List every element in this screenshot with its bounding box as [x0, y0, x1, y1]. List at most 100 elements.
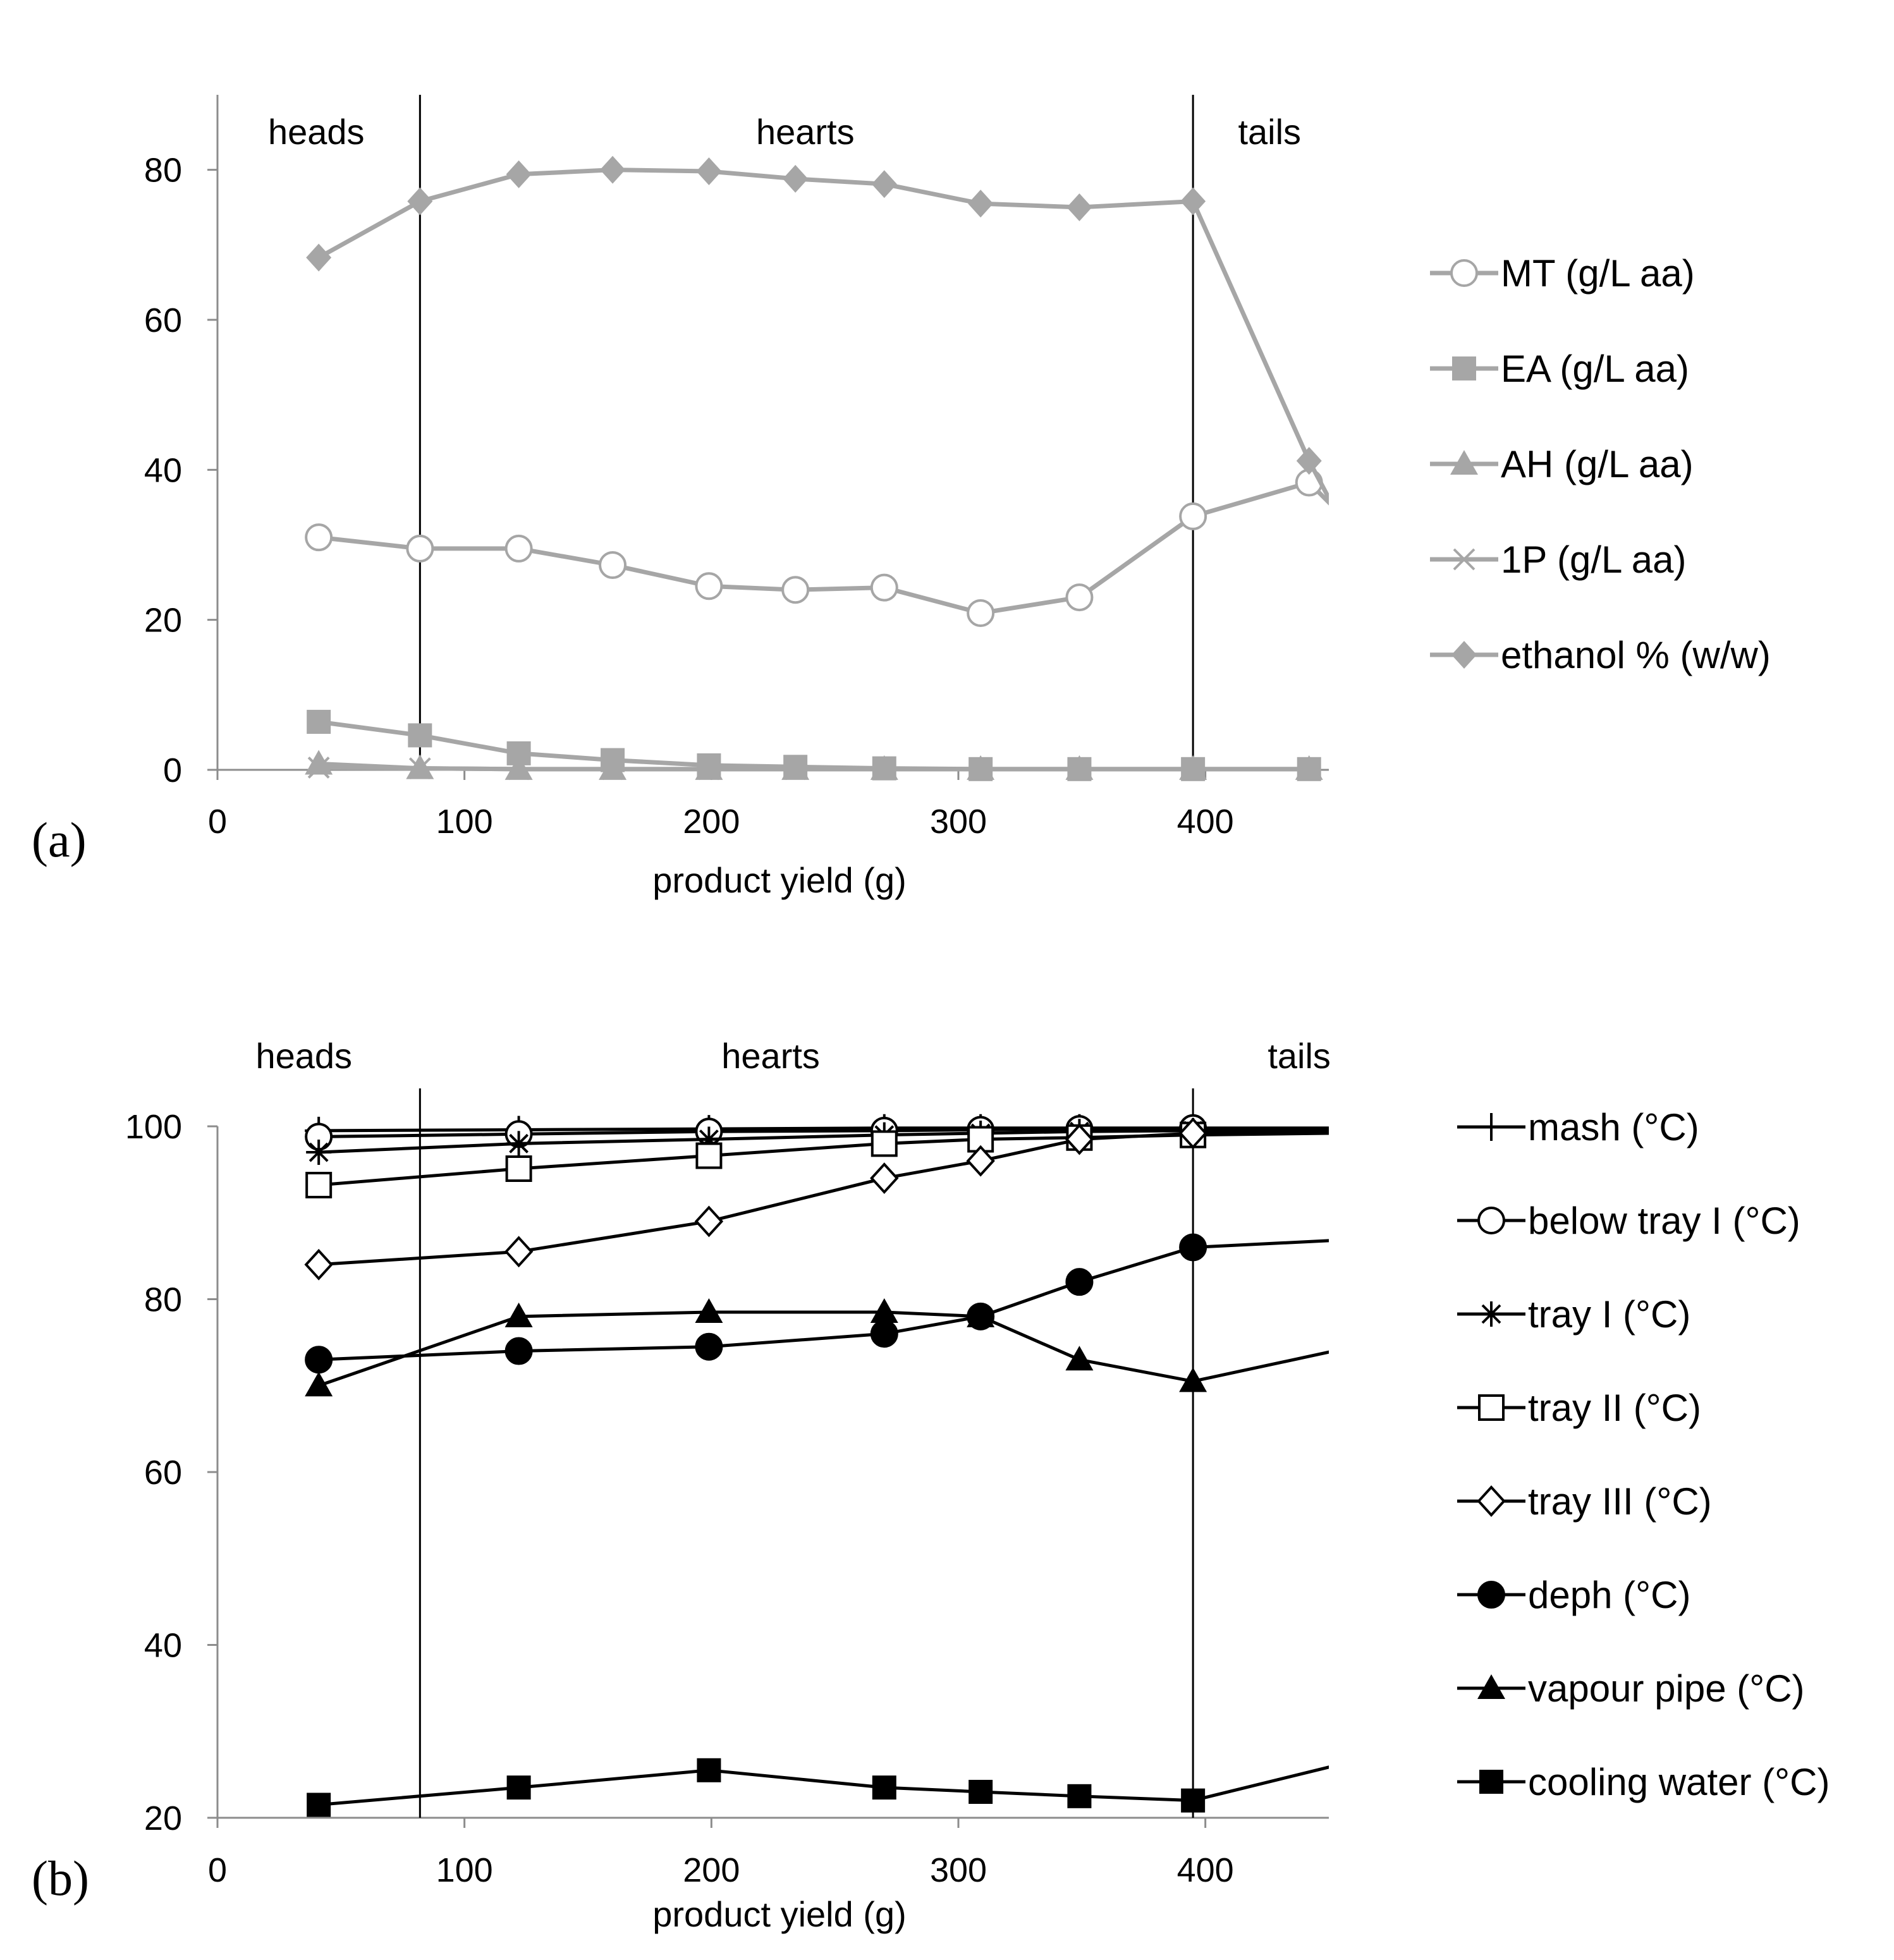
legend-label: ethanol % (w/w): [1501, 634, 1771, 676]
data-point: [506, 1131, 532, 1157]
legend-label: MT (g/L aa): [1501, 252, 1695, 295]
data-point: [406, 534, 434, 563]
legend-marker: [1477, 1113, 1505, 1141]
data-point: [695, 1142, 723, 1169]
legend-label: tray I (°C): [1528, 1293, 1690, 1336]
x-tick-label: 200: [683, 1851, 740, 1889]
data-point: [696, 157, 722, 186]
region-label-heads: heads: [255, 1036, 352, 1076]
series-1P (g/L aa): [307, 757, 1321, 781]
series-line: [319, 765, 1309, 772]
data-point: [870, 1320, 898, 1348]
data-point: [1180, 187, 1206, 216]
legend-marker: [1477, 1207, 1505, 1234]
data-point: [968, 1779, 993, 1804]
series-line: [319, 1131, 1329, 1267]
legend-label: AH (g/L aa): [1501, 443, 1694, 485]
region-label-tails: tails: [1238, 112, 1301, 152]
data-point: [698, 758, 720, 781]
series-line: [319, 1239, 1329, 1361]
data-point: [1068, 758, 1091, 781]
legend-entry: tray II (°C): [1457, 1387, 1701, 1429]
y-tick-label: 0: [163, 752, 182, 789]
series-line: [319, 1126, 1329, 1138]
series-cooling water (°C): [307, 1758, 1329, 1817]
data-point: [504, 1236, 534, 1268]
data-point: [870, 573, 898, 602]
legend-entry: tray I (°C): [1457, 1293, 1690, 1336]
region-label-heads: heads: [268, 112, 365, 152]
x-tick-label: 0: [208, 803, 227, 841]
data-point: [1065, 1346, 1094, 1371]
data-point: [1179, 502, 1207, 530]
data-point: [968, 190, 994, 218]
y-tick-label: 60: [144, 1454, 182, 1492]
data-point: [1066, 193, 1092, 221]
legend-label: tray III (°C): [1528, 1480, 1712, 1523]
data-point: [969, 758, 992, 781]
data-point: [1178, 1117, 1207, 1149]
y-tick-label: 40: [144, 451, 182, 489]
series-line: [318, 1310, 1329, 1387]
data-point: [506, 160, 532, 188]
data-point: [504, 534, 533, 563]
legend-label: mash (°C): [1528, 1106, 1699, 1148]
data-point: [872, 1775, 896, 1800]
y-tick-label: 80: [144, 152, 182, 190]
legend-marker: [1478, 1394, 1505, 1421]
legend-marker: [1479, 1770, 1503, 1794]
series-line: [319, 1129, 1329, 1154]
data-point: [508, 758, 530, 781]
series-ethanol % (w/w): [306, 155, 1329, 503]
data-point: [1298, 758, 1321, 781]
data-point: [305, 1372, 333, 1397]
data-point: [600, 155, 626, 184]
x-axis-label: product yield (g): [652, 860, 907, 900]
chart-panel-a: 0 20 40 60 80 0 100 200 300 400 product yield (g) (…: [32, 95, 1771, 900]
chart-panel-b: 20 40 60 80 100 0 100 200 300 400 product yield (g…: [32, 1036, 1830, 1934]
region-label-hearts: hearts: [756, 112, 855, 152]
legend-entry: AH (g/L aa): [1430, 443, 1694, 485]
x-axis-label: product yield (g): [652, 1894, 907, 1934]
x-tick-label: 400: [1177, 803, 1234, 841]
legend-label: vapour pipe (°C): [1528, 1667, 1805, 1710]
data-point: [1065, 583, 1094, 612]
series-line: [318, 1765, 1329, 1806]
data-point: [1181, 1788, 1206, 1813]
data-point: [695, 1332, 723, 1361]
data-point: [307, 710, 331, 734]
data-point: [307, 757, 330, 779]
panel-label: (a): [32, 812, 87, 867]
legend-marker: [1452, 356, 1476, 380]
data-point: [967, 599, 995, 627]
y-tick-label: 80: [144, 1281, 182, 1319]
x-tick-label: 300: [930, 803, 987, 841]
legend-label: cooling water (°C): [1528, 1761, 1830, 1803]
series-line: [317, 167, 1329, 503]
data-point: [1179, 1233, 1207, 1262]
series-line: [318, 480, 1329, 616]
legend-label: tray II (°C): [1528, 1387, 1701, 1429]
legend-marker: [1450, 450, 1478, 475]
data-point: [1067, 1784, 1092, 1808]
legend-entry: vapour pipe (°C): [1457, 1667, 1805, 1710]
data-point: [695, 572, 723, 600]
data-point: [1065, 1123, 1094, 1155]
data-point: [967, 1302, 995, 1327]
data-point: [784, 758, 807, 781]
data-point: [966, 1145, 995, 1177]
panel-label: (b): [32, 1851, 89, 1906]
data-point: [305, 523, 333, 552]
data-point: [304, 1248, 333, 1281]
data-point: [407, 187, 433, 216]
data-point: [871, 170, 897, 198]
data-point: [781, 576, 810, 604]
data-point: [599, 551, 627, 580]
x-tick-label: 100: [436, 803, 493, 841]
legend-entry: EA (g/L aa): [1430, 348, 1689, 390]
data-point: [1182, 758, 1204, 781]
data-point: [305, 1171, 333, 1198]
legend-entry: deph (°C): [1457, 1574, 1690, 1616]
x-tick-label: 300: [930, 1851, 987, 1889]
